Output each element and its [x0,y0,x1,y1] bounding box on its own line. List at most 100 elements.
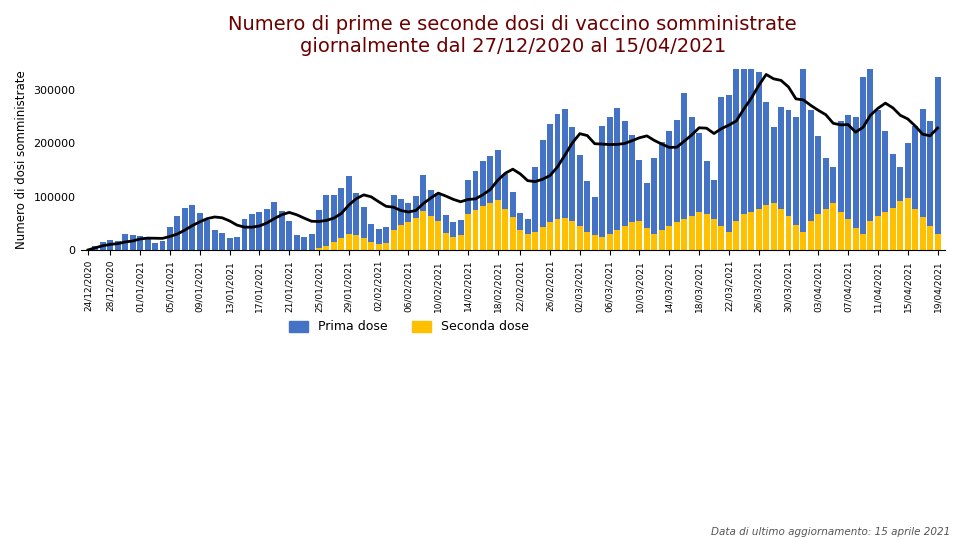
Bar [912,126,918,208]
Bar [868,52,874,221]
Bar [301,237,307,250]
Bar [122,234,129,250]
Bar [621,121,628,226]
Bar [696,133,702,212]
Bar [674,120,680,222]
Bar [935,77,941,234]
Bar [219,233,225,250]
Bar [294,235,300,250]
Bar [272,202,277,250]
Bar [324,194,329,246]
Bar [472,171,478,210]
Bar [353,192,359,235]
Bar [666,131,672,226]
Bar [674,222,680,250]
Bar [540,227,545,250]
Bar [823,158,828,208]
Bar [741,214,747,250]
Bar [346,234,351,250]
Y-axis label: Numero di dosi somministrate: Numero di dosi somministrate [15,70,28,249]
Bar [882,212,888,250]
Bar [443,233,448,250]
Bar [785,110,791,215]
Bar [756,208,761,250]
Bar [420,176,426,211]
Bar [614,230,620,250]
Bar [517,213,523,230]
Bar [450,222,456,237]
Bar [763,102,769,205]
Bar [175,217,180,250]
Bar [369,242,374,250]
Bar [115,241,121,250]
Bar [808,221,814,250]
Bar [495,150,501,199]
Bar [801,232,806,250]
Bar [830,167,836,203]
Bar [540,140,545,227]
Legend: Prima dose, Seconda dose: Prima dose, Seconda dose [284,315,534,339]
Bar [591,235,598,250]
Bar [636,221,642,250]
Bar [443,215,448,233]
Bar [346,177,351,234]
Bar [577,154,583,226]
Bar [569,127,575,221]
Bar [100,242,106,250]
Bar [338,238,345,250]
Bar [920,109,925,217]
Bar [875,215,881,250]
Bar [771,203,777,250]
Bar [830,203,836,250]
Bar [711,180,717,219]
Bar [212,230,218,250]
Bar [920,217,925,250]
Bar [391,195,396,230]
Bar [904,143,911,198]
Bar [562,218,568,250]
Bar [838,212,844,250]
Bar [308,249,315,250]
Bar [383,227,389,243]
Bar [652,158,658,234]
Bar [525,234,531,250]
Bar [852,117,858,228]
Bar [278,212,285,250]
Bar [726,96,732,232]
Bar [838,121,844,212]
Bar [286,221,292,250]
Bar [815,214,822,250]
Bar [652,234,658,250]
Bar [890,207,896,250]
Bar [413,196,419,218]
Bar [733,221,739,250]
Bar [718,226,725,250]
Bar [264,208,270,250]
Text: Data di ultimo aggiornamento: 15 aprile 2021: Data di ultimo aggiornamento: 15 aprile … [711,527,950,537]
Bar [748,212,755,250]
Bar [741,34,747,214]
Bar [189,205,195,250]
Bar [562,109,568,218]
Bar [488,156,493,203]
Bar [145,239,151,250]
Bar [517,230,523,250]
Bar [704,161,709,214]
Bar [935,234,941,250]
Bar [316,248,322,250]
Bar [569,221,575,250]
Bar [435,221,442,250]
Bar [585,232,590,250]
Bar [688,215,695,250]
Bar [860,234,866,250]
Bar [405,222,412,250]
Bar [763,205,769,250]
Bar [682,93,687,219]
Bar [532,167,539,232]
Bar [242,219,248,250]
Bar [875,110,881,215]
Bar [659,230,664,250]
Bar [555,219,561,250]
Bar [636,160,642,221]
Bar [488,203,493,250]
